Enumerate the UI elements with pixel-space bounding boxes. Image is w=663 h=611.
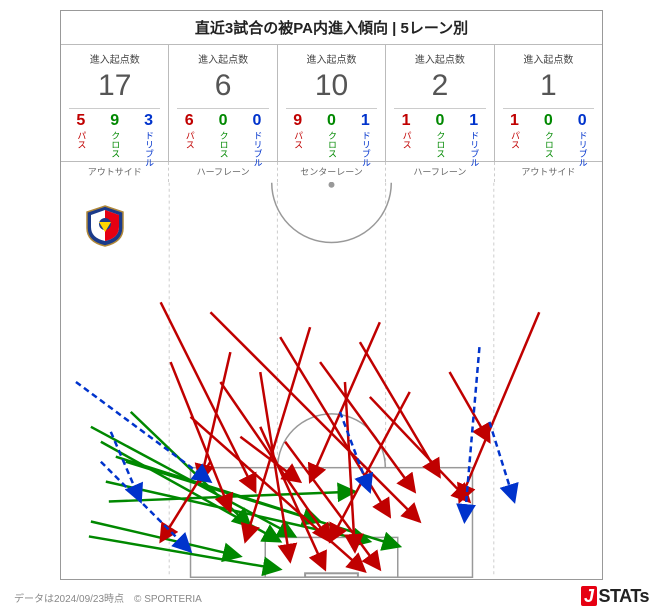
pass-count: 5 bbox=[76, 113, 85, 129]
sub-pass: 5 パス bbox=[67, 113, 95, 167]
lane-head-4: 進入起点数 1 1 パス 0 クロス 0 ドリブル bbox=[495, 45, 602, 161]
dribble-label: ドリブル bbox=[469, 131, 478, 167]
lane-sub-row: 5 パス 9 クロス 3 ドリブル bbox=[63, 113, 166, 167]
lane-metric-label: 進入起点数 bbox=[171, 51, 274, 66]
dribble-label: ドリブル bbox=[578, 131, 587, 167]
sub-dribble: 1 ドリブル bbox=[460, 113, 488, 167]
brand-text: STATs bbox=[599, 586, 650, 606]
sub-cross: 0 クロス bbox=[534, 113, 562, 167]
divider bbox=[177, 108, 268, 109]
lane-sub-row: 1 パス 0 クロス 1 ドリブル bbox=[388, 113, 491, 167]
lane-sub-row: 6 パス 0 クロス 0 ドリブル bbox=[171, 113, 274, 167]
dribble-count: 1 bbox=[469, 113, 478, 129]
cross-label: クロス bbox=[435, 131, 444, 158]
dribble-count: 3 bbox=[144, 113, 153, 129]
lane-total: 17 bbox=[63, 68, 166, 104]
sub-pass: 1 パス bbox=[500, 113, 528, 167]
sub-dribble: 0 ドリブル bbox=[243, 113, 271, 167]
pitch-area bbox=[61, 182, 602, 578]
cross-count: 0 bbox=[435, 113, 444, 129]
dribble-label: ドリブル bbox=[361, 131, 370, 167]
sub-pass: 6 パス bbox=[175, 113, 203, 167]
dribble-count: 0 bbox=[252, 113, 261, 129]
cross-label: クロス bbox=[219, 131, 228, 158]
sub-cross: 0 クロス bbox=[318, 113, 346, 167]
sub-dribble: 0 ドリブル bbox=[568, 113, 596, 167]
lane-total: 10 bbox=[280, 68, 383, 104]
pitch-svg bbox=[61, 182, 602, 578]
footer: データは2024/09/23時点 © SPORTERIA JSTATs bbox=[0, 586, 663, 607]
cross-count: 0 bbox=[544, 113, 553, 129]
pass-label: パス bbox=[293, 131, 302, 149]
sub-dribble: 3 ドリブル bbox=[135, 113, 163, 167]
dribble-count: 1 bbox=[361, 113, 370, 129]
lane-head-2: 進入起点数 10 9 パス 0 クロス 1 ドリブル bbox=[278, 45, 386, 161]
pass-count: 1 bbox=[510, 113, 519, 129]
pass-label: パス bbox=[185, 131, 194, 149]
cross-count: 0 bbox=[219, 113, 228, 129]
lane-metric-label: 進入起点数 bbox=[388, 51, 491, 66]
cross-count: 9 bbox=[110, 113, 119, 129]
lane-total: 2 bbox=[388, 68, 491, 104]
team-crest bbox=[83, 204, 127, 248]
sub-cross: 0 クロス bbox=[209, 113, 237, 167]
lane-head-0: 進入起点数 17 5 パス 9 クロス 3 ドリブル bbox=[61, 45, 169, 161]
chart-frame: 直近3試合の被PA内進入傾向 | 5レーン別 進入起点数 17 5 パス 9 ク… bbox=[60, 10, 603, 580]
pass-label: パス bbox=[402, 131, 411, 149]
lane-total: 1 bbox=[497, 68, 600, 104]
cross-count: 0 bbox=[327, 113, 336, 129]
lane-metric-label: 進入起点数 bbox=[63, 51, 166, 66]
pass-label: パス bbox=[510, 131, 519, 149]
divider bbox=[394, 108, 485, 109]
cross-label: クロス bbox=[327, 131, 336, 158]
lane-metric-label: 進入起点数 bbox=[280, 51, 383, 66]
brand-j-icon: J bbox=[581, 586, 597, 606]
lane-head-3: 進入起点数 2 1 パス 0 クロス 1 ドリブル bbox=[386, 45, 494, 161]
dribble-count: 0 bbox=[578, 113, 587, 129]
cross-label: クロス bbox=[110, 131, 119, 158]
pass-count: 1 bbox=[402, 113, 411, 129]
divider bbox=[503, 108, 594, 109]
sub-pass: 1 パス bbox=[392, 113, 420, 167]
lane-sub-row: 1 パス 0 クロス 0 ドリブル bbox=[497, 113, 600, 167]
dribble-label: ドリブル bbox=[144, 131, 153, 167]
chart-title: 直近3試合の被PA内進入傾向 | 5レーン別 bbox=[61, 11, 602, 44]
pass-count: 6 bbox=[185, 113, 194, 129]
pass-label: パス bbox=[76, 131, 85, 149]
dribble-label: ドリブル bbox=[252, 131, 261, 167]
sub-cross: 0 クロス bbox=[426, 113, 454, 167]
lane-metric-label: 進入起点数 bbox=[497, 51, 600, 66]
pass-count: 9 bbox=[293, 113, 302, 129]
lane-sub-row: 9 パス 0 クロス 1 ドリブル bbox=[280, 113, 383, 167]
divider bbox=[286, 108, 377, 109]
lane-total: 6 bbox=[171, 68, 274, 104]
sub-pass: 9 パス bbox=[284, 113, 312, 167]
sub-cross: 9 クロス bbox=[101, 113, 129, 167]
footer-attribution: データは2024/09/23時点 © SPORTERIA bbox=[14, 586, 202, 607]
footer-brand: JSTATs bbox=[581, 586, 649, 607]
lane-header-row: 進入起点数 17 5 パス 9 クロス 3 ドリブル 進入起点数 6 6 パス bbox=[61, 44, 602, 162]
sub-dribble: 1 ドリブル bbox=[351, 113, 379, 167]
cross-label: クロス bbox=[544, 131, 553, 158]
divider bbox=[69, 108, 160, 109]
lane-head-1: 進入起点数 6 6 パス 0 クロス 0 ドリブル bbox=[169, 45, 277, 161]
